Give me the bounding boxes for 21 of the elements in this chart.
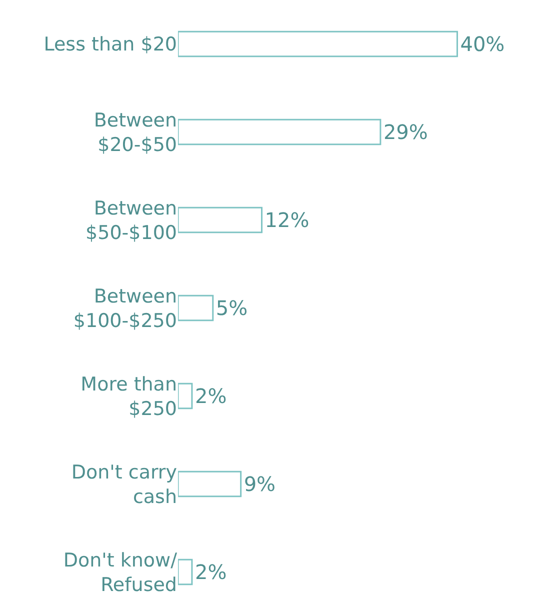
data-label: 2% xyxy=(194,384,227,408)
y-tick-label: Between $100-$250 xyxy=(73,285,177,332)
bar xyxy=(178,382,193,410)
bar xyxy=(178,206,263,234)
data-label: 9% xyxy=(244,472,276,496)
data-label: 2% xyxy=(194,560,227,584)
data-label: 5% xyxy=(216,296,248,320)
data-label: 29% xyxy=(383,120,428,144)
bar xyxy=(178,118,382,146)
y-tick-label: Don't carry cash xyxy=(71,461,177,508)
y-tick-label: Less than $20 xyxy=(44,34,177,56)
y-tick-label: Between $20-$50 xyxy=(94,109,177,156)
data-label: 40% xyxy=(460,32,505,56)
bar xyxy=(178,470,242,498)
bar xyxy=(178,558,193,586)
bar xyxy=(178,294,214,322)
y-tick-label: Between $50-$100 xyxy=(86,197,177,244)
bar xyxy=(178,30,458,58)
y-tick-label: Don't know/ Refused xyxy=(63,549,178,596)
data-label: 12% xyxy=(264,208,310,232)
y-tick-label: More than $250 xyxy=(80,373,177,420)
